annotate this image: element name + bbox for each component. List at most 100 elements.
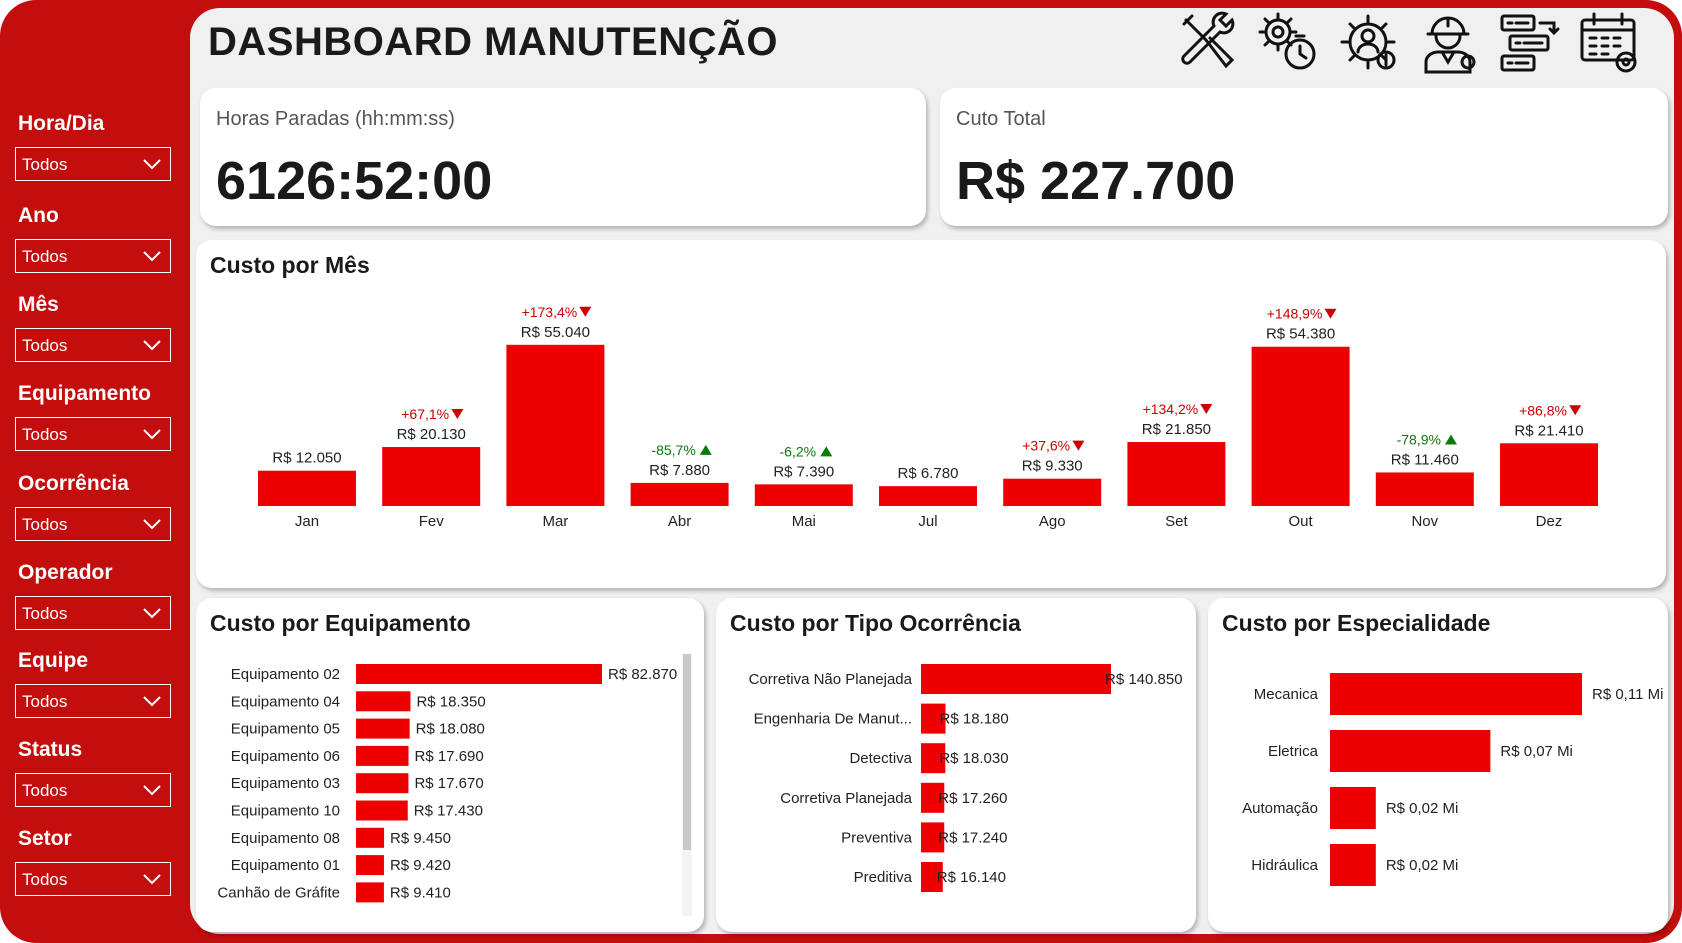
tools-icon [1181,11,1235,69]
especialidade-data-label: R$ 0,07 Mi [1500,743,1573,760]
especialidade-category-label: Automação [1242,800,1318,817]
filter-dropdown[interactable]: Todos [15,417,171,451]
custo-mes-chart: R$ 12.050 Jan R$ 20.130 Fev +67,1% R$ 55.040 M… [258,304,1598,530]
triangle-up-icon [1445,434,1457,445]
month-bar [1127,442,1226,506]
month-data-label: R$ 7.880 [649,462,710,479]
engineer-icon [1424,16,1476,74]
equipamento-category-label: Equipamento 10 [231,803,340,820]
filter-dropdown[interactable]: Todos [15,862,171,896]
filter-value: Todos [22,781,68,800]
month-data-label: R$ 21.850 [1142,421,1211,438]
filter-dropdown[interactable]: Todos [15,507,171,541]
filter-dropdown[interactable]: Todos [15,684,171,718]
month-bar [506,344,605,506]
custo-tipo-ocorrencia-chart: Corretiva Não Planejada R$ 140.850 Engenha… [749,664,1183,892]
month-variation-label: +37,6% [1022,438,1070,454]
filter-label: Mês [18,293,59,316]
filter-label: Setor [18,827,72,850]
filter-value: Todos [22,247,68,266]
equipamento-bar [356,691,411,712]
equipamento-data-label: R$ 17.670 [414,775,483,792]
custo-por-especialidade-card: Custo por Especialidade Mecanica R$ 0,11 … [1208,598,1668,932]
especialidade-bar [1330,844,1376,886]
equipamento-bar [356,664,602,684]
filter-value: Todos [22,692,68,711]
especialidade-category-label: Eletrica [1268,743,1319,760]
month-data-label: R$ 54.380 [1266,326,1335,343]
ocorrencia-bar [921,822,945,853]
month-tick-label: Mai [792,513,816,530]
calendar-gear-icon [1580,12,1637,73]
especialidade-category-label: Mecanica [1254,686,1319,703]
equipamento-category-label: Equipamento 02 [231,666,340,683]
month-bar [1003,478,1102,506]
month-tick-label: Dez [1536,513,1563,530]
ocorrencia-data-label: R$ 17.260 [938,790,1007,807]
filter-label: Operador [18,561,113,584]
kpi-horas-paradas-card: Horas Paradas (hh:mm:ss) 6126:52:00 [200,88,926,226]
kpi-custo-total-card: Cuto Total R$ 227.700 [940,88,1668,226]
custo-especialidade-chart: Mecanica R$ 0,11 Mi Eletrica R$ 0,07 Mi Auto… [1242,673,1663,886]
filter-dropdown[interactable]: Todos [15,147,171,181]
ocorrencia-bar [921,664,1111,694]
month-data-label: R$ 11.460 [1391,451,1459,468]
maintenance-timer-icon [1258,12,1316,70]
custo-por-mes-card: Custo por Mês R$ 12.050 Jan R$ 20.130 Fev +6… [196,240,1666,588]
filter-label: Equipe [18,649,89,672]
equipamento-bar [356,745,409,766]
filter-label: Hora/Dia [18,112,105,135]
equipamento-bar [356,882,384,903]
scrollbar-thumb[interactable] [683,654,691,850]
month-data-label: R$ 20.130 [397,426,466,443]
ocorrencia-bar [921,743,946,774]
ocorrencia-data-label: R$ 16.140 [937,869,1006,886]
equipamento-bar [356,800,408,821]
custo-especialidade-title: Custo por Especialidade [1222,610,1491,636]
month-variation-label: -6,2% [780,443,817,459]
equipamento-bar [356,773,409,794]
month-data-label: R$ 21.410 [1514,422,1583,439]
month-tick-label: Ago [1039,513,1066,530]
ocorrencia-data-label: R$ 18.180 [940,711,1009,728]
filter-value: Todos [22,425,68,444]
triangle-down-icon [1072,440,1085,451]
ocorrencia-category-label: Corretiva Planejada [780,790,912,807]
triangle-up-icon [820,446,833,457]
equipamento-category-label: Canhão de Gráfite [217,884,340,901]
filter-dropdown[interactable]: Todos [15,773,171,807]
chevron-down-icon [143,785,161,796]
filter-dropdown[interactable]: Todos [15,239,171,273]
especialidade-bar [1330,730,1491,772]
filter-value: Todos [22,515,68,534]
ocorrencia-bar [921,703,946,734]
especialidade-bar [1330,673,1582,715]
kpi-horas-label: Horas Paradas (hh:mm:ss) [216,108,455,130]
equipamento-data-label: R$ 17.430 [414,803,483,820]
especialidade-data-label: R$ 0,11 Mi [1592,686,1663,703]
month-variation-label: -78,9% [1397,431,1441,447]
triangle-down-icon [1200,404,1213,415]
custo-por-equipamento-card: Custo por Equipamento Equipamento 02 R$ 8… [196,598,704,932]
filter-dropdown[interactable]: Todos [15,596,171,630]
equipamento-bar [356,827,385,848]
ocorrencia-category-label: Preventiva [841,829,913,846]
especialidade-data-label: R$ 0,02 Mi [1386,857,1459,874]
filter-label: Ocorrência [18,472,129,495]
filter-dropdown[interactable]: Todos [15,328,171,362]
kpi-custo-value: R$ 227.700 [956,151,1236,211]
equipamento-category-label: Equipamento 06 [231,748,340,765]
chevron-down-icon [143,340,161,351]
custo-equipamento-chart: Equipamento 02 R$ 82.870 Equipamento 04 R$ … [217,664,677,903]
chevron-down-icon [143,519,161,530]
equipamento-category-label: Equipamento 08 [231,830,340,847]
ocorrencia-data-label: R$ 140.850 [1105,671,1183,688]
triangle-up-icon [699,444,712,455]
month-tick-label: Abr [668,513,691,530]
equipamento-data-label: R$ 18.080 [416,721,485,738]
ocorrencia-bar [921,862,943,892]
equipamento-scrollbar[interactable] [682,654,692,916]
month-data-label: R$ 9.330 [1022,458,1083,475]
month-tick-label: Jan [295,513,319,530]
equipamento-category-label: Equipamento 04 [231,693,340,710]
